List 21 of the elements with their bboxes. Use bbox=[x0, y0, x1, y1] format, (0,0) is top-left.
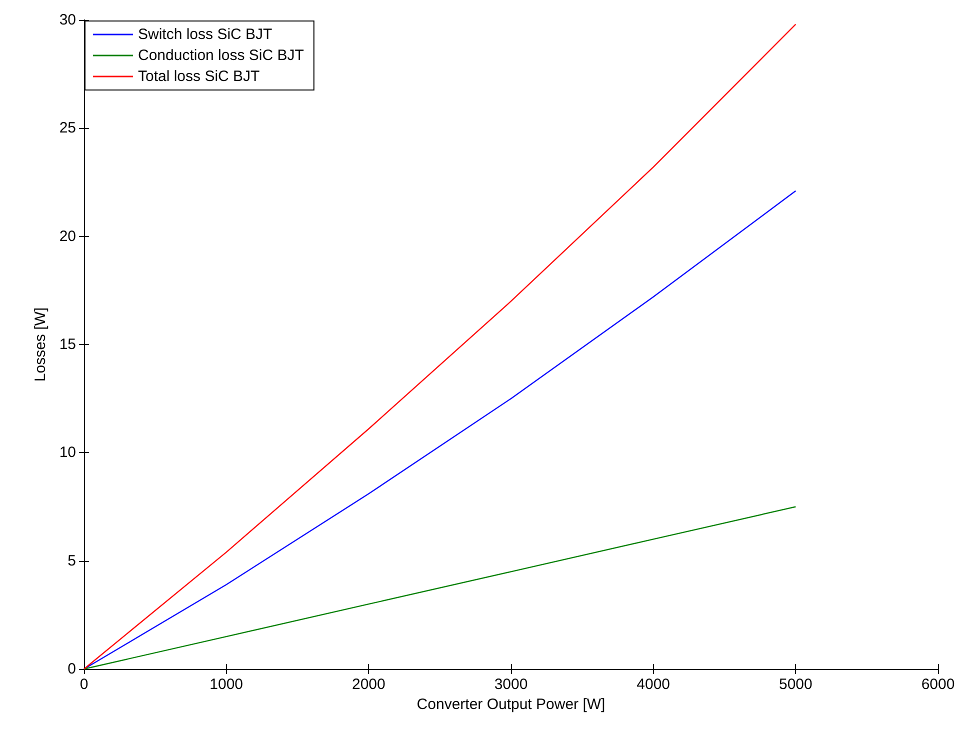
x-tick-label: 5000 bbox=[778, 676, 812, 693]
x-tick-label: 6000 bbox=[921, 676, 955, 693]
x-tick-label: 2000 bbox=[352, 676, 386, 693]
y-tick-label: 0 bbox=[68, 660, 76, 678]
y-tick-label: 15 bbox=[59, 336, 76, 353]
legend-label: Switch loss SiC BJT bbox=[138, 26, 272, 43]
x-tick-label: 4000 bbox=[636, 676, 670, 693]
y-tick-label: 25 bbox=[59, 120, 76, 137]
legend-label: Total loss SiC BJT bbox=[138, 68, 260, 85]
x-tick-label: 0 bbox=[80, 676, 88, 693]
line-series bbox=[83, 506, 796, 670]
y-tick-label: 5 bbox=[68, 552, 76, 570]
legend-label: Conduction loss SiC BJT bbox=[138, 47, 304, 64]
line-series bbox=[83, 24, 796, 670]
x-axis-title: Converter Output Power [W] bbox=[416, 696, 606, 713]
y-axis-title: Losses [W] bbox=[32, 307, 49, 382]
x-tick-label: 3000 bbox=[494, 676, 528, 693]
y-tick-label: 10 bbox=[59, 444, 76, 462]
y-tick-label: 20 bbox=[59, 228, 76, 245]
y-tick-label: 30 bbox=[59, 12, 76, 28]
x-tick-label: 1000 bbox=[210, 676, 244, 693]
